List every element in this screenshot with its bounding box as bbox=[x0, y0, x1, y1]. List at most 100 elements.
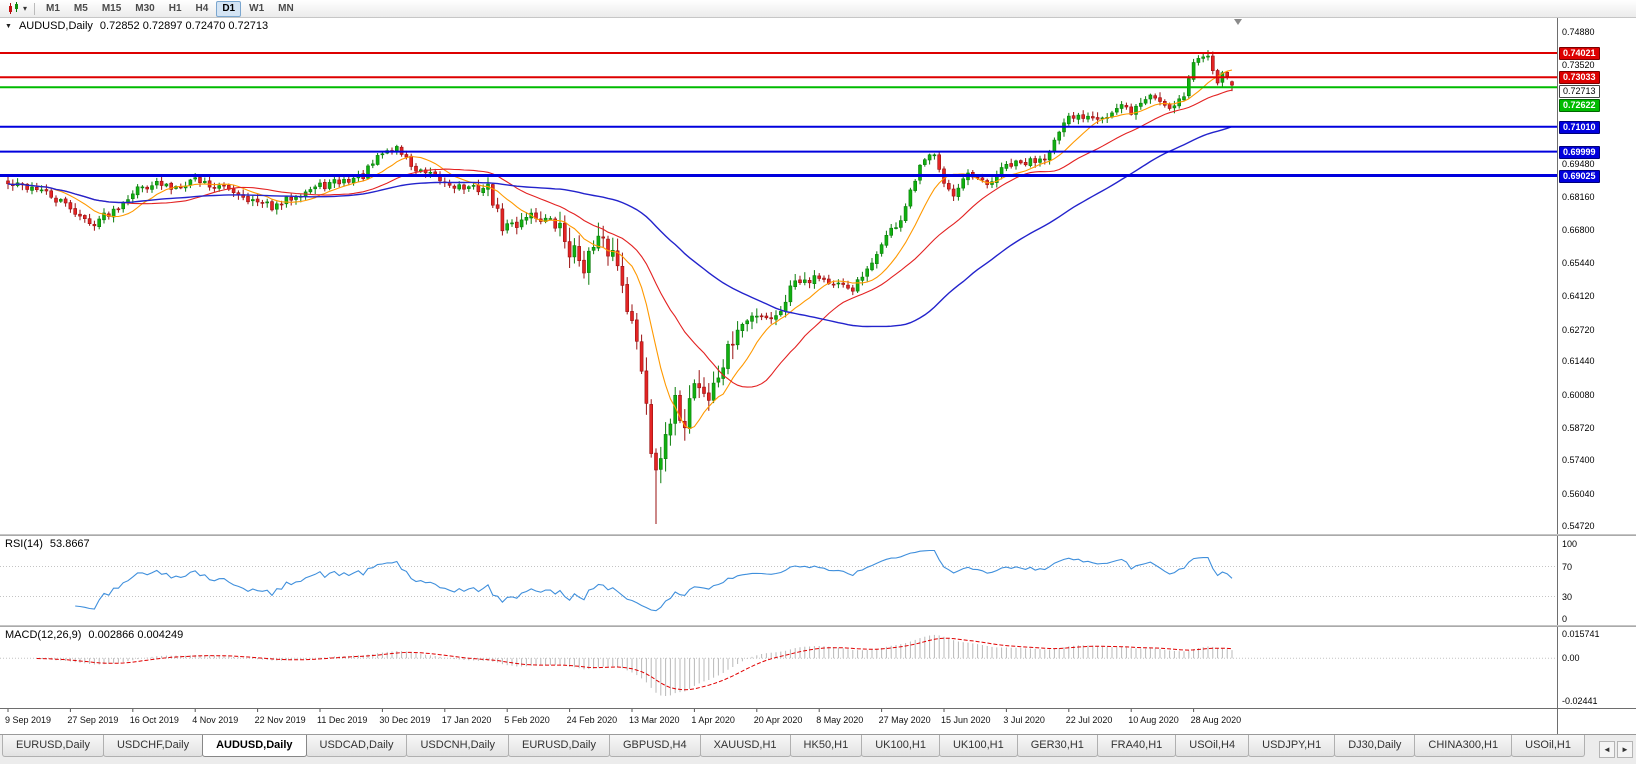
price-axis-label: 0.62720 bbox=[1562, 325, 1595, 335]
price-axis-label: 0.57400 bbox=[1562, 455, 1595, 466]
rsi-indicator-label: RSI(14) bbox=[5, 538, 43, 550]
chart-tab-ger30-h1[interactable]: GER30,H1 bbox=[1016, 735, 1098, 757]
svg-text:13 Mar 2020: 13 Mar 2020 bbox=[629, 715, 680, 725]
price-axis-label: 0.65440 bbox=[1562, 258, 1595, 269]
timeframe-button-m5[interactable]: M5 bbox=[73, 2, 88, 14]
chart-tab-usoil-h4[interactable]: USOil,H4 bbox=[1175, 735, 1250, 757]
chart-tab-usdcnh-daily[interactable]: USDCNH,Daily bbox=[406, 735, 510, 757]
price-axis-label: 0.66800 bbox=[1562, 225, 1595, 235]
price-axis-label: 0.64120 bbox=[1562, 290, 1595, 301]
chart-tab-china300-h1[interactable]: CHINA300,H1 bbox=[1414, 735, 1513, 757]
timeframe-toolbar: ▾ M1 M5 M15 M30 H1 H4 D1 W1 MN bbox=[0, 0, 1636, 18]
timeframe-button-h1[interactable]: H1 bbox=[168, 2, 182, 14]
price-axis-label: 0.68160 bbox=[1562, 191, 1595, 202]
chart-tab-hk50-h1[interactable]: HK50,H1 bbox=[789, 735, 863, 757]
rsi-pane-header: RSI(14) 53.8667 bbox=[5, 538, 90, 550]
toolbar-separator bbox=[34, 2, 36, 15]
chart-tab-eurusd-daily[interactable]: EURUSD,Daily bbox=[2, 735, 104, 757]
rsi-plot[interactable] bbox=[0, 536, 1557, 625]
level-price-tag: 0.69999 bbox=[1559, 145, 1600, 159]
macd-axis-label: 0.00 bbox=[1562, 653, 1580, 664]
chart-tab-usdcad-daily[interactable]: USDCAD,Daily bbox=[305, 735, 408, 757]
price-pane-header: ▼ AUDUSD,Daily 0.72852 0.72897 0.72470 0… bbox=[5, 20, 268, 32]
svg-text:22 Nov 2019: 22 Nov 2019 bbox=[255, 715, 306, 725]
date-labels: 9 Sep 2019 27 Sep 2019 16 Oct 2019 4 Nov 20… bbox=[0, 709, 1557, 734]
macd-indicator-pane: 0.015741 0.00 -0.02441 MACD(12,26,9) 0.002… bbox=[0, 627, 1636, 708]
symbol-period-label: AUDUSD,Daily bbox=[18, 20, 93, 32]
rsi-indicator-pane: 100 70 30 0 RSI(14) 53.8667 bbox=[0, 536, 1636, 625]
timeframe-button-m1[interactable]: M1 bbox=[46, 2, 60, 14]
svg-text:16 Oct 2019: 16 Oct 2019 bbox=[130, 715, 179, 725]
tab-scroll-right-button[interactable]: ► bbox=[1617, 741, 1633, 758]
macd-pane-header: MACD(12,26,9) 0.002866 0.004249 bbox=[5, 629, 183, 641]
price-axis-label: 0.58720 bbox=[1562, 423, 1595, 433]
price-axis-label: 0.61440 bbox=[1562, 356, 1595, 367]
timeframe-button-d1[interactable]: D1 bbox=[216, 0, 242, 17]
chart-tab-uk100-h1[interactable]: UK100,H1 bbox=[938, 735, 1018, 757]
price-axis-label: 0.74880 bbox=[1562, 27, 1595, 37]
chart-tab-dj30-daily[interactable]: DJ30,Daily bbox=[1334, 735, 1416, 757]
rsi-axis-label: 0 bbox=[1562, 614, 1568, 624]
svg-text:27 Sep 2019: 27 Sep 2019 bbox=[67, 715, 118, 725]
timeframe-button-m15[interactable]: M15 bbox=[101, 2, 122, 14]
current-price-tag: 0.72713 bbox=[1559, 85, 1600, 99]
svg-text:9 Sep 2019: 9 Sep 2019 bbox=[5, 715, 51, 725]
rsi-axis: 100 70 30 0 bbox=[1557, 536, 1636, 625]
svg-text:27 May 2020: 27 May 2020 bbox=[879, 715, 931, 725]
level-price-tag: 0.72622 bbox=[1559, 99, 1600, 113]
svg-text:4 Nov 2019: 4 Nov 2019 bbox=[192, 715, 238, 725]
price-axis-label: 0.73520 bbox=[1562, 60, 1595, 71]
svg-text:8 May 2020: 8 May 2020 bbox=[816, 715, 863, 725]
price-axis[interactable]: 0.74880 0.73520 0.69480 0.68160 0.66800 0.654… bbox=[1557, 18, 1636, 534]
svg-text:11 Dec 2019: 11 Dec 2019 bbox=[317, 715, 367, 725]
macd-plot[interactable] bbox=[0, 627, 1557, 708]
timeframe-button-m30[interactable]: M30 bbox=[135, 2, 155, 14]
macd-axis-label: -0.02441 bbox=[1562, 696, 1598, 706]
price-axis-label: 0.60080 bbox=[1562, 389, 1595, 400]
chart-tab-xauusd-h1[interactable]: XAUUSD,H1 bbox=[699, 735, 791, 757]
macd-axis-label: 0.015741 bbox=[1562, 629, 1600, 639]
chart-tab-eurusd-daily[interactable]: EURUSD,Daily bbox=[508, 735, 610, 757]
candlestick-plot[interactable] bbox=[0, 18, 1557, 534]
ohlc-values-label: 0.72852 0.72897 0.72470 0.72713 bbox=[99, 20, 269, 32]
chart-tab-usoil-h1[interactable]: USOil,H1 bbox=[1511, 735, 1585, 757]
chart-tab-uk100-h1[interactable]: UK100,H1 bbox=[861, 735, 940, 757]
pane-divider[interactable] bbox=[0, 625, 1636, 627]
axis-corner bbox=[1557, 709, 1636, 734]
chart-tab-bar: EURUSD,Daily USDCHF,Daily AUDUSD,Daily USDC… bbox=[0, 734, 1636, 764]
tab-scroll-left-button[interactable]: ◄ bbox=[1599, 741, 1615, 758]
svg-text:24 Feb 2020: 24 Feb 2020 bbox=[567, 715, 618, 725]
price-chart-pane: 0.74880 0.73520 0.69480 0.68160 0.66800 0.654… bbox=[0, 18, 1636, 534]
chart-tab-usdchf-daily[interactable]: USDCHF,Daily bbox=[102, 735, 204, 757]
timeframe-button-w1[interactable]: W1 bbox=[249, 2, 265, 14]
price-axis-label: 0.56040 bbox=[1562, 488, 1595, 499]
svg-text:10 Aug 2020: 10 Aug 2020 bbox=[1128, 715, 1179, 725]
svg-text:28 Aug 2020: 28 Aug 2020 bbox=[1191, 715, 1242, 725]
chart-tab-fra40-h1[interactable]: FRA40,H1 bbox=[1096, 735, 1177, 757]
chart-tab-audusd-daily[interactable]: AUDUSD,Daily bbox=[202, 735, 307, 757]
rsi-axis-label: 70 bbox=[1562, 561, 1573, 572]
rsi-value-label: 53.8667 bbox=[49, 538, 90, 550]
chart-tab-gbpusd-h4[interactable]: GBPUSD,H4 bbox=[609, 735, 701, 757]
time-axis[interactable]: 9 Sep 2019 27 Sep 2019 16 Oct 2019 4 Nov 20… bbox=[0, 708, 1636, 734]
level-price-tag: 0.74021 bbox=[1559, 47, 1600, 60]
rsi-axis-label: 100 bbox=[1562, 539, 1578, 549]
svg-text:20 Apr 2020: 20 Apr 2020 bbox=[754, 715, 803, 725]
svg-text:15 Jun 2020: 15 Jun 2020 bbox=[941, 715, 991, 725]
svg-text:22 Jul 2020: 22 Jul 2020 bbox=[1066, 715, 1113, 725]
timeframe-button-mn[interactable]: MN bbox=[278, 2, 294, 14]
collapse-triangle-icon[interactable]: ▼ bbox=[5, 22, 12, 30]
level-price-tag: 0.73033 bbox=[1559, 71, 1600, 85]
macd-axis: 0.015741 0.00 -0.02441 bbox=[1557, 627, 1636, 708]
level-price-tag: 0.69025 bbox=[1559, 169, 1600, 183]
pane-divider[interactable] bbox=[0, 534, 1636, 536]
rsi-axis-label: 30 bbox=[1562, 591, 1573, 602]
tab-scroll-buttons: ◄ ► bbox=[1599, 741, 1633, 758]
price-axis-label: 0.54720 bbox=[1562, 521, 1595, 531]
svg-text:3 Jul 2020: 3 Jul 2020 bbox=[1003, 715, 1045, 725]
chart-type-dropdown-button[interactable]: ▾ bbox=[4, 1, 30, 17]
chart-tab-usdjpy-h1[interactable]: USDJPY,H1 bbox=[1248, 735, 1336, 757]
svg-text:1 Apr 2020: 1 Apr 2020 bbox=[691, 715, 735, 725]
timeframe-button-h4[interactable]: H4 bbox=[195, 2, 209, 14]
